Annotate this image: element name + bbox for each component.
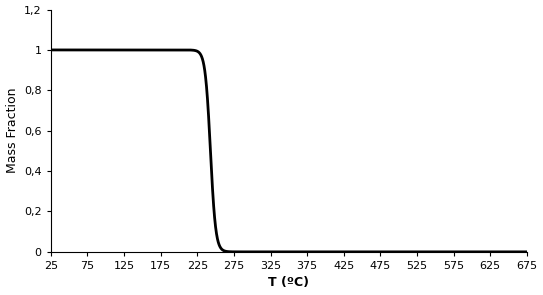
Y-axis label: Mass Fraction: Mass Fraction bbox=[5, 88, 18, 173]
X-axis label: T (ºC): T (ºC) bbox=[268, 276, 310, 289]
